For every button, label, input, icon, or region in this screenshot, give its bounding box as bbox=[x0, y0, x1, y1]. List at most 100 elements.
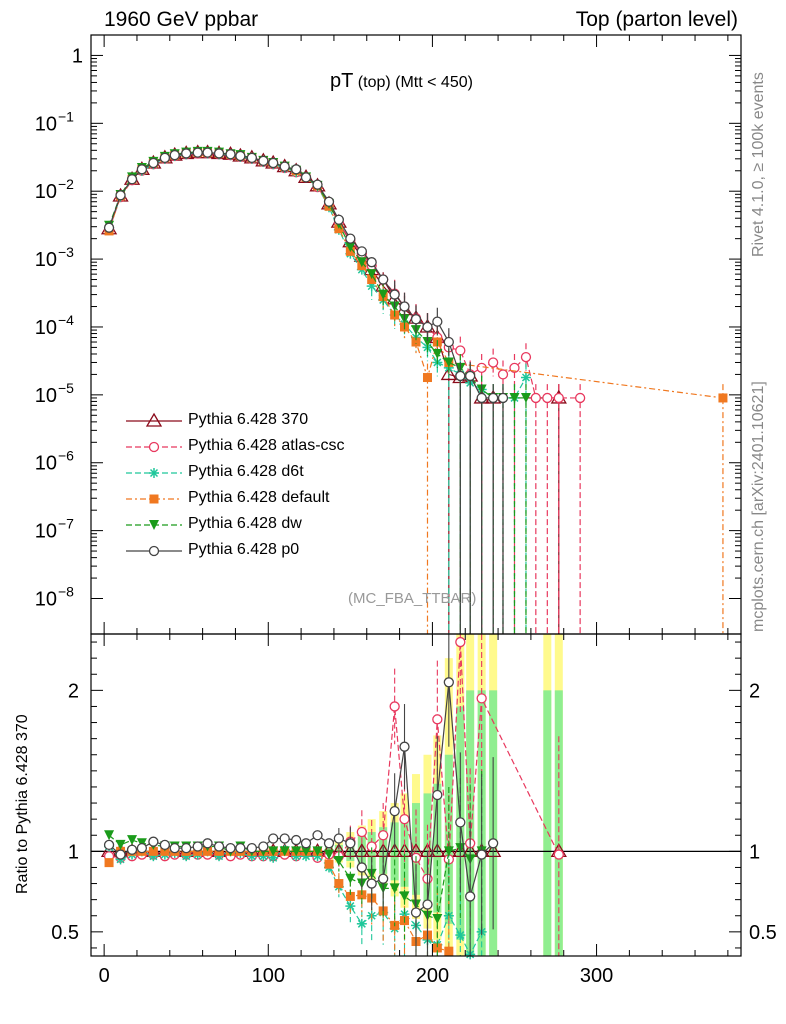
ratio-point bbox=[291, 846, 302, 857]
series-pythia-6-428-p0 bbox=[103, 147, 509, 634]
ratio-point bbox=[213, 841, 225, 852]
legend-label: Pythia 6.428 atlas-csc bbox=[188, 437, 345, 454]
ratio-point bbox=[455, 817, 466, 828]
data-point bbox=[497, 369, 509, 380]
ratio-point bbox=[148, 846, 158, 856]
ratio-point bbox=[333, 856, 344, 867]
x-tick-label: 200 bbox=[416, 965, 449, 987]
data-point bbox=[411, 337, 421, 347]
x-tick-label: 100 bbox=[252, 965, 285, 987]
data-point bbox=[103, 222, 115, 233]
data-point bbox=[356, 257, 367, 268]
data-point bbox=[356, 246, 367, 257]
data-point bbox=[520, 372, 531, 383]
legend-label: Pythia 6.428 p0 bbox=[188, 541, 300, 558]
data-point bbox=[487, 392, 499, 404]
legend-swatch-d6t bbox=[126, 468, 182, 478]
ratio-y-tick-label: 1 bbox=[68, 841, 79, 863]
plot-frames bbox=[90, 34, 742, 957]
legend-swatch-dw bbox=[126, 520, 182, 530]
legend-label: Pythia 6.428 default bbox=[188, 489, 330, 506]
ratio-point bbox=[455, 930, 466, 941]
ratio-point bbox=[169, 842, 180, 854]
data-point bbox=[530, 392, 541, 404]
data-point bbox=[574, 392, 586, 404]
ratio-point bbox=[432, 913, 443, 924]
rivet-version-label: Rivet 4.1.0, ≥ 100k events bbox=[750, 72, 767, 257]
data-point bbox=[268, 157, 279, 169]
data-point bbox=[148, 157, 159, 169]
data-point bbox=[553, 392, 564, 404]
data-point bbox=[366, 257, 377, 268]
data-point bbox=[333, 214, 345, 225]
series-line bbox=[108, 152, 724, 399]
ratio-point bbox=[357, 890, 367, 900]
ratio-point bbox=[312, 846, 323, 857]
ratio-point bbox=[399, 891, 410, 902]
data-point bbox=[181, 148, 192, 159]
y-tick-exponent: −2 bbox=[58, 176, 74, 192]
data-point bbox=[169, 149, 180, 161]
x-tick-label: 300 bbox=[580, 965, 613, 987]
ratio-point bbox=[443, 846, 454, 857]
data-point bbox=[432, 316, 443, 327]
y-tick-exponent: −3 bbox=[58, 244, 74, 260]
ratio-series-layer bbox=[91, 634, 741, 960]
ratio-point bbox=[455, 636, 466, 648]
ratio-point bbox=[432, 714, 443, 725]
ratio-panel-frame bbox=[90, 633, 742, 957]
x-tick-label: 0 bbox=[99, 965, 110, 987]
ratio-point bbox=[126, 844, 138, 855]
ratio-point bbox=[279, 846, 290, 857]
ratio-point bbox=[410, 907, 422, 918]
series-line bbox=[108, 152, 581, 399]
ratio-point bbox=[192, 841, 203, 852]
ratio-point bbox=[345, 873, 356, 884]
data-point bbox=[279, 161, 290, 172]
data-point bbox=[126, 174, 138, 185]
ratio-point bbox=[444, 946, 454, 956]
source-url-label: mcplots.cern.ch [arXiv:2401.10621] bbox=[750, 381, 767, 632]
data-point bbox=[718, 393, 728, 403]
ratio-point bbox=[345, 891, 355, 901]
data-point bbox=[378, 289, 389, 300]
y-tick-label: 10 bbox=[35, 317, 57, 339]
data-point bbox=[432, 348, 443, 359]
collider-label: 1960 GeV ppbar bbox=[104, 8, 259, 31]
data-point bbox=[422, 321, 433, 333]
plot-title: pT (top) (Mtt < 450) bbox=[330, 70, 473, 93]
data-point bbox=[542, 392, 553, 404]
data-point bbox=[323, 196, 335, 207]
data-point bbox=[345, 233, 356, 244]
legend-swatch-p0 bbox=[126, 545, 182, 557]
y-tick-exponent: −7 bbox=[58, 516, 74, 532]
ratio-y-tick-label-right: 2 bbox=[749, 680, 760, 702]
data-point bbox=[509, 392, 520, 403]
data-point bbox=[159, 152, 171, 163]
ratio-pythia-6-428-p0 bbox=[103, 634, 499, 956]
data-point bbox=[202, 147, 213, 158]
ratio-y-axis-label: Ratio to Pythia 6.428 370 bbox=[14, 714, 31, 894]
ratio-band-bin bbox=[444, 754, 453, 924]
ratio-reference-point bbox=[429, 843, 446, 857]
main-series-layer bbox=[100, 144, 728, 634]
ratio-point bbox=[476, 693, 487, 704]
ratio-point bbox=[300, 838, 312, 849]
ratio-point bbox=[378, 830, 389, 841]
data-point bbox=[476, 392, 487, 404]
y-tick-exponent: −4 bbox=[58, 312, 74, 328]
ratio-point bbox=[127, 835, 138, 846]
ratio-point bbox=[378, 873, 389, 884]
data-point bbox=[422, 337, 433, 348]
ratio-point bbox=[181, 842, 192, 854]
ratio-point bbox=[202, 838, 213, 849]
data-point bbox=[291, 164, 302, 175]
legend-entry-dw: Pythia 6.428 dw bbox=[124, 513, 424, 537]
ratio-band-bin bbox=[543, 690, 552, 956]
data-point bbox=[136, 164, 148, 175]
ratio-point bbox=[115, 849, 126, 860]
ratio-point bbox=[268, 833, 279, 844]
y-tick-label: 1 bbox=[72, 45, 83, 67]
legend-entry-p0: Pythia 6.428 p0 bbox=[124, 539, 424, 563]
